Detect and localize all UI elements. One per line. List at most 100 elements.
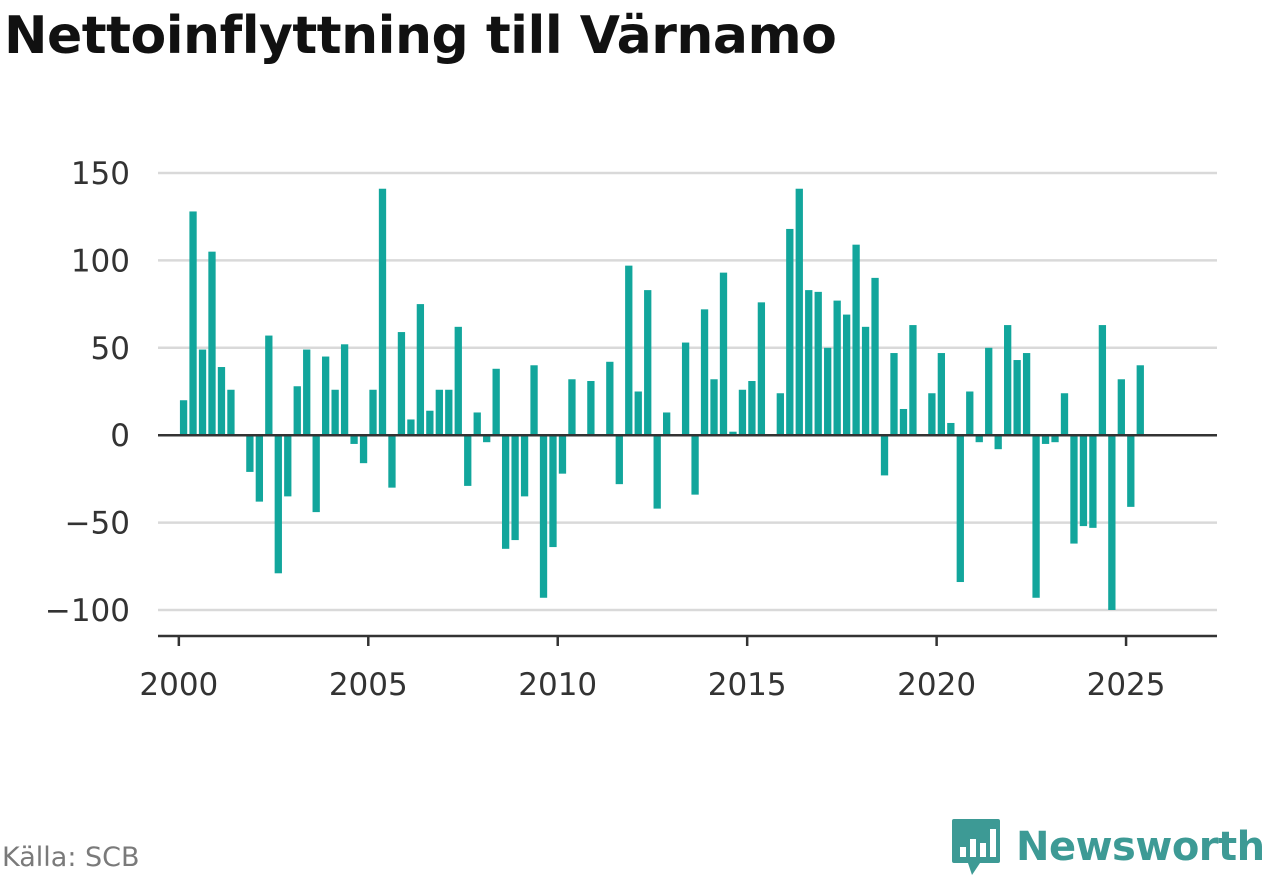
x-tick-label: 2000 bbox=[139, 667, 218, 703]
brand-name: Newsworthy bbox=[1016, 824, 1262, 870]
bar bbox=[691, 435, 699, 495]
bar bbox=[899, 408, 908, 436]
bar bbox=[880, 435, 889, 476]
bar bbox=[956, 435, 964, 583]
bar bbox=[340, 344, 349, 436]
bar bbox=[909, 325, 917, 436]
bar bbox=[748, 381, 756, 436]
bar bbox=[208, 251, 216, 436]
bar bbox=[890, 353, 898, 436]
bar bbox=[369, 389, 377, 436]
bar bbox=[805, 290, 813, 436]
bar bbox=[284, 435, 292, 497]
bar bbox=[1032, 435, 1040, 598]
bar bbox=[719, 272, 728, 436]
bar bbox=[861, 326, 870, 436]
bar bbox=[644, 290, 652, 436]
bar bbox=[814, 291, 822, 436]
newsworthy-logo: Newsworthy bbox=[950, 816, 1262, 878]
x-tick-label: 2005 bbox=[329, 667, 408, 703]
y-tick-label: 150 bbox=[71, 156, 130, 192]
bar bbox=[994, 435, 1002, 450]
bar bbox=[530, 365, 538, 436]
bar bbox=[198, 349, 207, 436]
bar bbox=[558, 435, 567, 474]
bar bbox=[445, 389, 453, 436]
bar bbox=[842, 314, 851, 436]
bar bbox=[975, 435, 983, 443]
bar bbox=[227, 389, 235, 436]
bar bbox=[1041, 435, 1050, 444]
bar bbox=[265, 335, 273, 436]
bar bbox=[303, 349, 311, 436]
bar bbox=[322, 356, 330, 436]
bar bbox=[388, 435, 396, 488]
bar bbox=[625, 265, 633, 436]
x-tick-label: 2015 bbox=[708, 667, 787, 703]
x-tick-label: 2025 bbox=[1087, 667, 1166, 703]
bar bbox=[217, 367, 226, 436]
chart-title: Nettoinflyttning till Värnamo bbox=[4, 6, 837, 66]
bar bbox=[1127, 435, 1135, 507]
bar bbox=[293, 386, 301, 436]
bar bbox=[539, 435, 548, 598]
bars bbox=[179, 188, 1144, 610]
bar bbox=[833, 300, 841, 436]
bar bbox=[1108, 435, 1116, 610]
bar bbox=[407, 419, 415, 436]
y-tick-label: −100 bbox=[45, 593, 130, 629]
bar bbox=[681, 342, 690, 436]
bar bbox=[1136, 365, 1144, 436]
y-tick-label: 50 bbox=[91, 331, 130, 367]
y-tick-label: 100 bbox=[71, 243, 130, 279]
bar bbox=[606, 361, 614, 436]
y-tick-label: 0 bbox=[110, 418, 130, 454]
bar bbox=[1022, 353, 1031, 436]
bar bbox=[426, 410, 434, 436]
bar bbox=[435, 389, 443, 436]
bar bbox=[615, 435, 623, 485]
bar bbox=[312, 435, 320, 513]
bar bbox=[937, 353, 946, 436]
bar bbox=[473, 412, 481, 436]
bar bbox=[795, 188, 803, 436]
bar bbox=[776, 393, 784, 436]
bar bbox=[1013, 360, 1021, 436]
bar bbox=[416, 304, 425, 436]
bar bbox=[1089, 435, 1097, 528]
bar bbox=[710, 379, 718, 436]
bar bbox=[966, 391, 974, 436]
bar bbox=[483, 435, 491, 443]
bar bbox=[359, 435, 368, 464]
bar bbox=[738, 389, 747, 436]
bar bbox=[985, 347, 993, 436]
y-tick-label: −50 bbox=[65, 506, 130, 542]
bar bbox=[947, 422, 955, 436]
bar bbox=[331, 389, 339, 436]
bar bbox=[501, 435, 510, 549]
bar bbox=[378, 188, 387, 436]
bar bbox=[520, 435, 529, 497]
bar bbox=[824, 347, 832, 436]
bar bbox=[1004, 325, 1012, 436]
bar bbox=[786, 228, 794, 436]
bar bbox=[653, 435, 661, 509]
bar bbox=[1079, 435, 1088, 527]
bar bbox=[852, 244, 860, 436]
bar bbox=[871, 277, 879, 436]
bar bbox=[397, 332, 406, 436]
bar-chart-logo-icon bbox=[952, 819, 1000, 875]
bar bbox=[255, 435, 264, 502]
bar bbox=[464, 435, 472, 486]
bar bbox=[179, 400, 188, 436]
x-tick-label: 2020 bbox=[897, 667, 976, 703]
bar bbox=[1060, 393, 1069, 436]
bar bbox=[568, 379, 576, 436]
bar bbox=[246, 435, 254, 472]
x-tick-label: 2010 bbox=[518, 667, 597, 703]
bar bbox=[511, 435, 519, 541]
bar bbox=[700, 309, 709, 436]
bar bbox=[587, 381, 595, 436]
bar bbox=[189, 211, 197, 436]
